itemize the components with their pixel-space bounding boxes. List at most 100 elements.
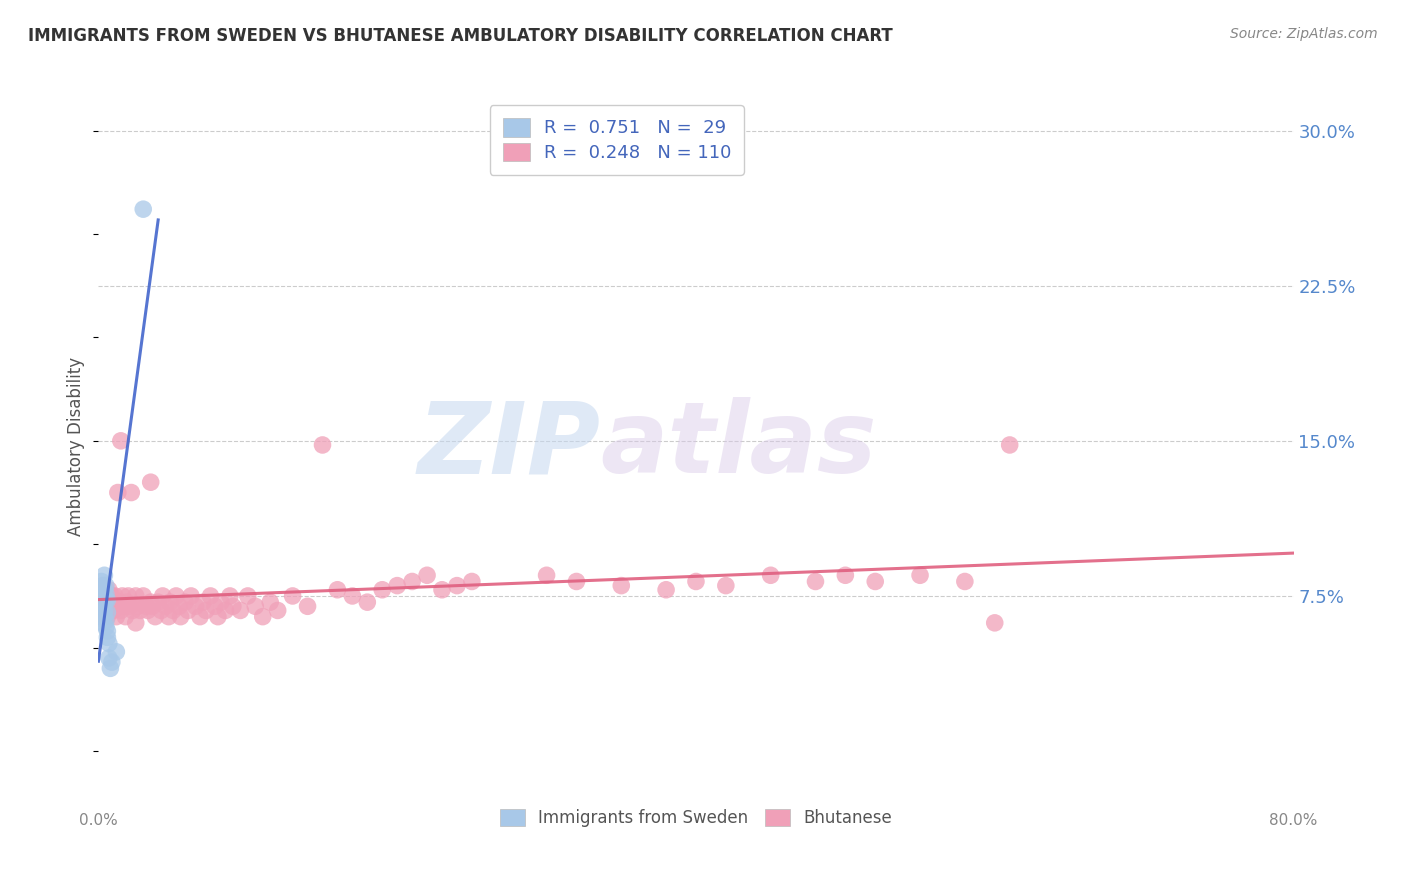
- Point: [953, 574, 976, 589]
- Point: [110, 603, 132, 617]
- Point: [101, 589, 124, 603]
- Point: [101, 655, 124, 669]
- Point: [98, 603, 122, 617]
- Point: [91, 603, 114, 617]
- Point: [536, 568, 558, 582]
- Point: [655, 582, 678, 597]
- Point: [94, 614, 117, 628]
- Point: [200, 589, 222, 603]
- Point: [90, 609, 112, 624]
- Point: [461, 574, 484, 589]
- Point: [96, 630, 118, 644]
- Point: [90, 591, 112, 605]
- Point: [135, 599, 157, 614]
- Point: [91, 599, 114, 614]
- Legend: Immigrants from Sweden, Bhutanese: Immigrants from Sweden, Bhutanese: [489, 799, 903, 838]
- Point: [804, 574, 827, 589]
- Point: [157, 609, 180, 624]
- Point: [169, 609, 191, 624]
- Point: [89, 582, 111, 597]
- Point: [685, 574, 707, 589]
- Point: [89, 595, 111, 609]
- Point: [90, 603, 112, 617]
- Text: ZIP: ZIP: [418, 398, 600, 494]
- Point: [281, 589, 304, 603]
- Point: [180, 589, 202, 603]
- Point: [209, 595, 232, 609]
- Point: [115, 595, 138, 609]
- Point: [401, 574, 423, 589]
- Point: [167, 599, 190, 614]
- Point: [91, 579, 114, 593]
- Point: [97, 636, 120, 650]
- Point: [96, 606, 118, 620]
- Point: [297, 599, 319, 614]
- Point: [998, 438, 1021, 452]
- Point: [118, 599, 141, 614]
- Point: [91, 589, 114, 603]
- Point: [105, 609, 128, 624]
- Point: [326, 582, 349, 597]
- Point: [93, 599, 115, 614]
- Point: [114, 609, 136, 624]
- Point: [155, 599, 177, 614]
- Point: [89, 603, 111, 617]
- Point: [96, 595, 118, 609]
- Point: [129, 603, 152, 617]
- Point: [610, 579, 633, 593]
- Point: [98, 661, 122, 675]
- Point: [165, 589, 187, 603]
- Text: atlas: atlas: [600, 398, 877, 494]
- Point: [714, 579, 737, 593]
- Point: [94, 587, 117, 601]
- Point: [94, 582, 117, 597]
- Point: [93, 589, 115, 603]
- Point: [245, 599, 267, 614]
- Point: [94, 603, 117, 617]
- Point: [152, 589, 174, 603]
- Point: [177, 603, 200, 617]
- Point: [93, 609, 115, 624]
- Point: [104, 589, 127, 603]
- Point: [222, 599, 245, 614]
- Point: [236, 589, 259, 603]
- Point: [110, 434, 132, 448]
- Point: [96, 609, 118, 624]
- Point: [108, 595, 131, 609]
- Point: [98, 595, 122, 609]
- Point: [267, 603, 290, 617]
- Point: [91, 595, 114, 609]
- Point: [229, 603, 252, 617]
- Point: [139, 595, 162, 609]
- Point: [101, 599, 124, 614]
- Point: [107, 485, 129, 500]
- Point: [89, 589, 111, 603]
- Point: [139, 475, 162, 490]
- Text: Source: ZipAtlas.com: Source: ZipAtlas.com: [1230, 27, 1378, 41]
- Point: [150, 603, 173, 617]
- Point: [90, 582, 112, 597]
- Point: [204, 599, 226, 614]
- Point: [259, 595, 281, 609]
- Point: [834, 568, 856, 582]
- Point: [111, 589, 134, 603]
- Point: [311, 438, 333, 452]
- Point: [112, 599, 135, 614]
- Point: [214, 603, 236, 617]
- Point: [121, 603, 143, 617]
- Point: [371, 582, 394, 597]
- Point: [159, 595, 181, 609]
- Point: [191, 595, 214, 609]
- Point: [143, 609, 166, 624]
- Point: [385, 579, 409, 593]
- Point: [94, 593, 117, 607]
- Point: [141, 599, 163, 614]
- Point: [207, 609, 229, 624]
- Point: [93, 582, 115, 597]
- Point: [174, 595, 197, 609]
- Point: [125, 589, 148, 603]
- Point: [96, 593, 118, 607]
- Point: [97, 582, 120, 597]
- Point: [91, 579, 114, 593]
- Point: [188, 609, 211, 624]
